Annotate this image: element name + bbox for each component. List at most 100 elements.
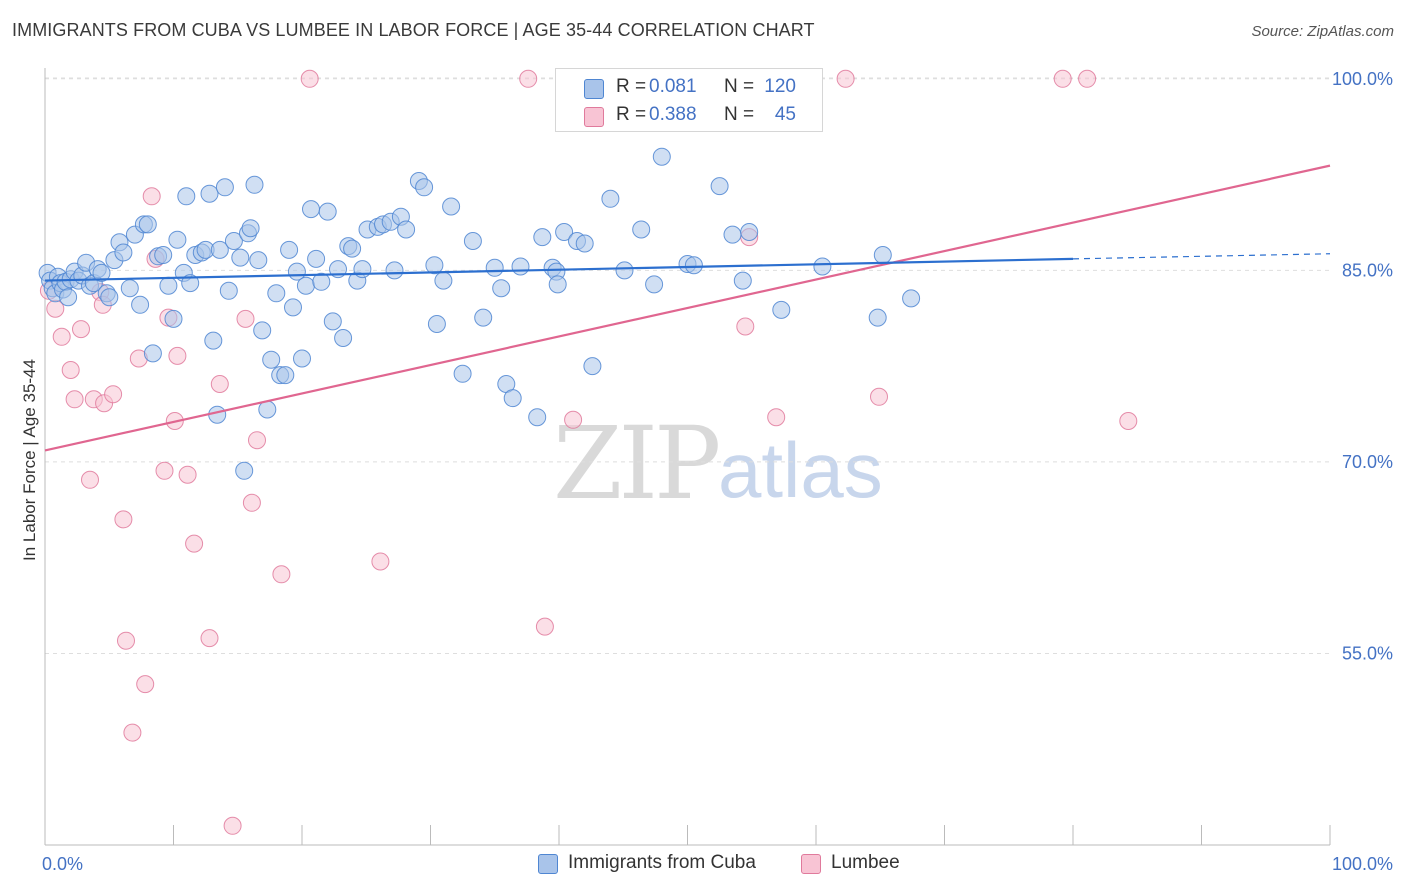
cuba-point: [262, 350, 281, 369]
cuba-point: [215, 178, 234, 197]
lumbee-point: [371, 552, 390, 571]
y-tick-label: 55.0%: [1342, 643, 1393, 663]
cuba-point: [100, 288, 119, 307]
legend-n-value: 45: [774, 104, 796, 125]
cuba-point: [615, 261, 634, 280]
cuba-point: [902, 289, 921, 308]
cuba-point: [92, 263, 111, 282]
lumbee-point: [870, 387, 888, 406]
cuba-point: [276, 366, 295, 385]
cuba-point: [253, 321, 272, 340]
lumbee-point: [81, 470, 99, 489]
cuba-point: [645, 275, 664, 294]
cuba-point: [307, 249, 326, 268]
y-tick-label: 100.0%: [1332, 69, 1393, 89]
cuba-point: [442, 197, 461, 216]
legend-r-value: 0.388: [649, 104, 697, 125]
legend-label-cuba: Immigrants from Cuba: [568, 852, 756, 873]
cuba-point: [293, 349, 311, 368]
lumbee-point: [117, 631, 135, 650]
cuba-point: [267, 284, 286, 303]
y-axis-title: In Labor Force | Age 35-44: [20, 359, 39, 561]
cuba-point: [533, 228, 552, 247]
lumbee-point: [300, 69, 319, 88]
axis-labels: 55.0% 70.0% 85.0% 100.0% 0.0% 100.0% In Labor …: [20, 69, 1393, 874]
chart-source: Source: ZipAtlas.com: [1251, 23, 1394, 40]
lumbee-point: [104, 385, 123, 404]
cuba-point: [733, 271, 752, 290]
legend-r-value: 0.081: [649, 76, 697, 97]
cuba-swatch: [584, 79, 604, 99]
lumbee-point: [767, 408, 786, 427]
cuba-point: [210, 240, 229, 259]
cuba-point: [415, 178, 434, 197]
cuba-point: [323, 312, 342, 331]
cuba-point: [343, 239, 362, 258]
cuba-point: [245, 175, 264, 194]
cuba-point: [684, 256, 703, 275]
lumbee-point: [123, 723, 142, 742]
cuba-point: [548, 275, 567, 294]
y-tick-label: 85.0%: [1342, 260, 1393, 280]
cuba-point: [154, 246, 173, 264]
lumbee-point: [52, 327, 71, 346]
lumbee-point: [223, 816, 242, 835]
cuba-point: [652, 147, 671, 166]
legend-row-cuba: R = 0.081 N = 120: [556, 73, 822, 101]
cuba-point: [434, 271, 453, 290]
cuba-point: [868, 308, 887, 327]
cuba-point: [219, 281, 238, 300]
cuba-point: [474, 308, 493, 327]
cuba-point: [334, 329, 353, 347]
lumbee-point: [114, 510, 133, 529]
cuba-swatch: [538, 854, 558, 874]
cuba-point: [632, 220, 651, 239]
cuba-point: [601, 189, 620, 208]
cuba-point: [241, 219, 260, 238]
cuba-point: [208, 405, 227, 424]
lumbee-point: [519, 69, 538, 88]
lumbee-point: [1053, 69, 1072, 88]
lumbee-points: [39, 69, 1138, 835]
cuba-point: [114, 243, 133, 262]
cuba-point: [503, 389, 522, 408]
cuba-point: [740, 223, 759, 241]
cuba-point: [492, 279, 511, 298]
y-tick-label: 70.0%: [1342, 452, 1393, 472]
cuba-point: [131, 295, 150, 314]
cuba-point: [296, 276, 315, 295]
lumbee-point: [1078, 69, 1097, 88]
legend-r-label: R =: [616, 76, 647, 97]
legend-label-lumbee: Lumbee: [831, 852, 900, 873]
cuba-point: [280, 240, 299, 259]
legend-n-label: N =: [724, 104, 755, 125]
cuba-point: [710, 177, 729, 196]
lumbee-point: [236, 309, 255, 328]
cuba-point: [224, 232, 243, 250]
lumbee-point: [535, 617, 554, 636]
legend-row-lumbee: R = 0.388 N = 45: [556, 101, 822, 129]
cuba-point: [583, 357, 602, 376]
lumbee-point: [736, 317, 755, 336]
cuba-point: [284, 298, 302, 317]
cuba-point: [312, 272, 331, 291]
cuba-point: [159, 276, 178, 295]
legend-n-label: N =: [724, 76, 755, 97]
lumbee-point: [72, 320, 90, 339]
lumbee-point: [564, 410, 583, 429]
cuba-point: [528, 408, 547, 427]
cuba-point: [723, 225, 742, 244]
lumbee-point: [185, 534, 204, 553]
lumbee-point: [178, 465, 197, 484]
lumbee-point: [272, 565, 291, 584]
cuba-point: [511, 257, 530, 276]
cuba-point: [813, 257, 832, 276]
lumbee-point: [248, 431, 266, 450]
cuba-point: [181, 274, 200, 293]
cuba-point: [485, 258, 504, 277]
cuba-point: [235, 461, 254, 480]
cuba-point: [318, 202, 337, 221]
cuba-point: [59, 288, 78, 307]
lumbee-point: [836, 69, 855, 88]
